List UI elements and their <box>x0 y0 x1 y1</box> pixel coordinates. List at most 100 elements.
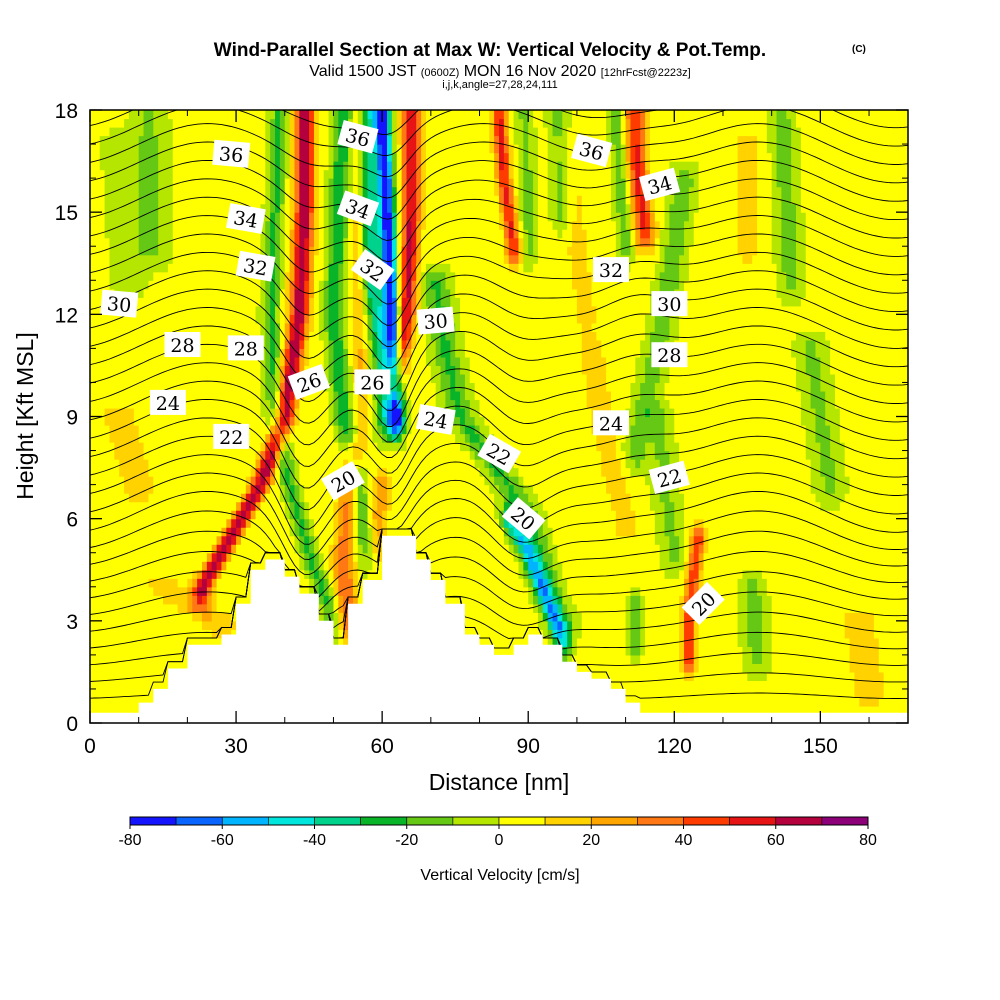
velocity-cell <box>270 169 276 179</box>
velocity-cell <box>138 263 145 273</box>
velocity-cell <box>260 314 266 324</box>
velocity-cell <box>128 195 135 205</box>
velocity-cell <box>167 569 174 579</box>
velocity-cell <box>270 527 276 537</box>
velocity-cell <box>119 399 125 409</box>
velocity-cell <box>226 407 232 418</box>
velocity-cell <box>128 212 135 222</box>
velocity-cell <box>313 561 320 571</box>
velocity-cell <box>119 229 125 239</box>
velocity-cell <box>216 178 223 188</box>
velocity-cell <box>124 254 130 264</box>
velocity-cell <box>387 331 393 341</box>
velocity-cell <box>279 254 286 264</box>
velocity-cell <box>304 220 310 230</box>
velocity-cell <box>338 433 344 443</box>
velocity-cell <box>309 442 315 452</box>
velocity-cell <box>377 305 383 315</box>
velocity-cell <box>231 127 237 137</box>
velocity-cell <box>377 442 383 452</box>
velocity-cell <box>197 178 203 188</box>
velocity-cell <box>167 297 174 307</box>
velocity-cell <box>279 425 286 435</box>
velocity-cell <box>187 501 193 511</box>
velocity-cell <box>318 433 325 443</box>
velocity-cell <box>109 229 115 239</box>
velocity-cell <box>318 535 325 545</box>
velocity-cell <box>187 118 193 128</box>
velocity-cell <box>231 476 237 486</box>
velocity-cell <box>284 416 291 426</box>
velocity-cell <box>143 110 150 120</box>
velocity-cell <box>313 586 320 596</box>
velocity-cell <box>104 442 111 452</box>
velocity-cell <box>148 620 154 630</box>
velocity-cell <box>119 442 125 452</box>
velocity-cell <box>372 246 378 256</box>
velocity-cell <box>216 220 223 230</box>
velocity-cell <box>372 399 378 409</box>
velocity-cell <box>187 127 193 137</box>
velocity-cell <box>163 442 169 452</box>
velocity-cell <box>206 484 213 494</box>
velocity-cell <box>172 169 179 179</box>
velocity-cell <box>396 288 403 298</box>
velocity-cell <box>377 135 383 145</box>
velocity-cell <box>192 518 198 528</box>
velocity-cell <box>260 195 266 205</box>
velocity-cell <box>158 493 164 503</box>
velocity-cell <box>221 195 227 205</box>
velocity-cell <box>133 195 140 205</box>
velocity-cell <box>387 510 393 520</box>
velocity-cell <box>221 271 227 281</box>
velocity-cell <box>124 416 130 426</box>
velocity-cell <box>187 237 193 247</box>
velocity-cell <box>323 110 330 120</box>
velocity-cell <box>231 169 237 179</box>
velocity-cell <box>177 433 184 443</box>
velocity-cell <box>148 433 154 443</box>
velocity-cell <box>187 493 193 503</box>
velocity-cell <box>192 501 198 511</box>
velocity-cell <box>406 467 412 477</box>
velocity-cell <box>396 365 403 375</box>
velocity-cell <box>357 535 364 545</box>
velocity-cell <box>382 203 388 213</box>
velocity-cell <box>333 263 339 273</box>
velocity-cell <box>245 501 252 511</box>
velocity-cell <box>323 450 330 460</box>
velocity-cell <box>401 467 408 477</box>
velocity-cell <box>197 322 203 332</box>
velocity-cell <box>226 595 232 605</box>
velocity-cell <box>109 365 115 375</box>
velocity-cell <box>114 527 120 537</box>
velocity-cell <box>128 390 135 401</box>
velocity-cell <box>216 356 223 367</box>
velocity-cell <box>289 297 296 307</box>
velocity-cell <box>289 348 296 358</box>
velocity-cell <box>406 390 412 401</box>
velocity-cell <box>289 127 296 137</box>
velocity-cell <box>128 637 135 647</box>
velocity-cell <box>153 246 159 256</box>
velocity-cell <box>187 603 193 613</box>
velocity-cell <box>172 203 179 213</box>
velocity-cell <box>270 390 276 401</box>
velocity-cell <box>182 246 188 256</box>
velocity-cell <box>90 356 96 367</box>
velocity-cell <box>226 399 232 409</box>
velocity-cell <box>182 663 188 673</box>
velocity-cell <box>197 518 203 528</box>
velocity-cell <box>167 612 174 622</box>
velocity-cell <box>119 561 125 571</box>
velocity-cell <box>148 561 154 571</box>
velocity-cell <box>323 595 330 605</box>
velocity-cell <box>94 135 101 145</box>
velocity-cell <box>279 416 286 426</box>
velocity-cell <box>396 356 403 367</box>
velocity-cell <box>114 544 120 554</box>
velocity-cell <box>236 110 242 120</box>
velocity-cell <box>148 373 154 384</box>
velocity-cell <box>318 569 325 579</box>
velocity-cell <box>284 229 291 239</box>
